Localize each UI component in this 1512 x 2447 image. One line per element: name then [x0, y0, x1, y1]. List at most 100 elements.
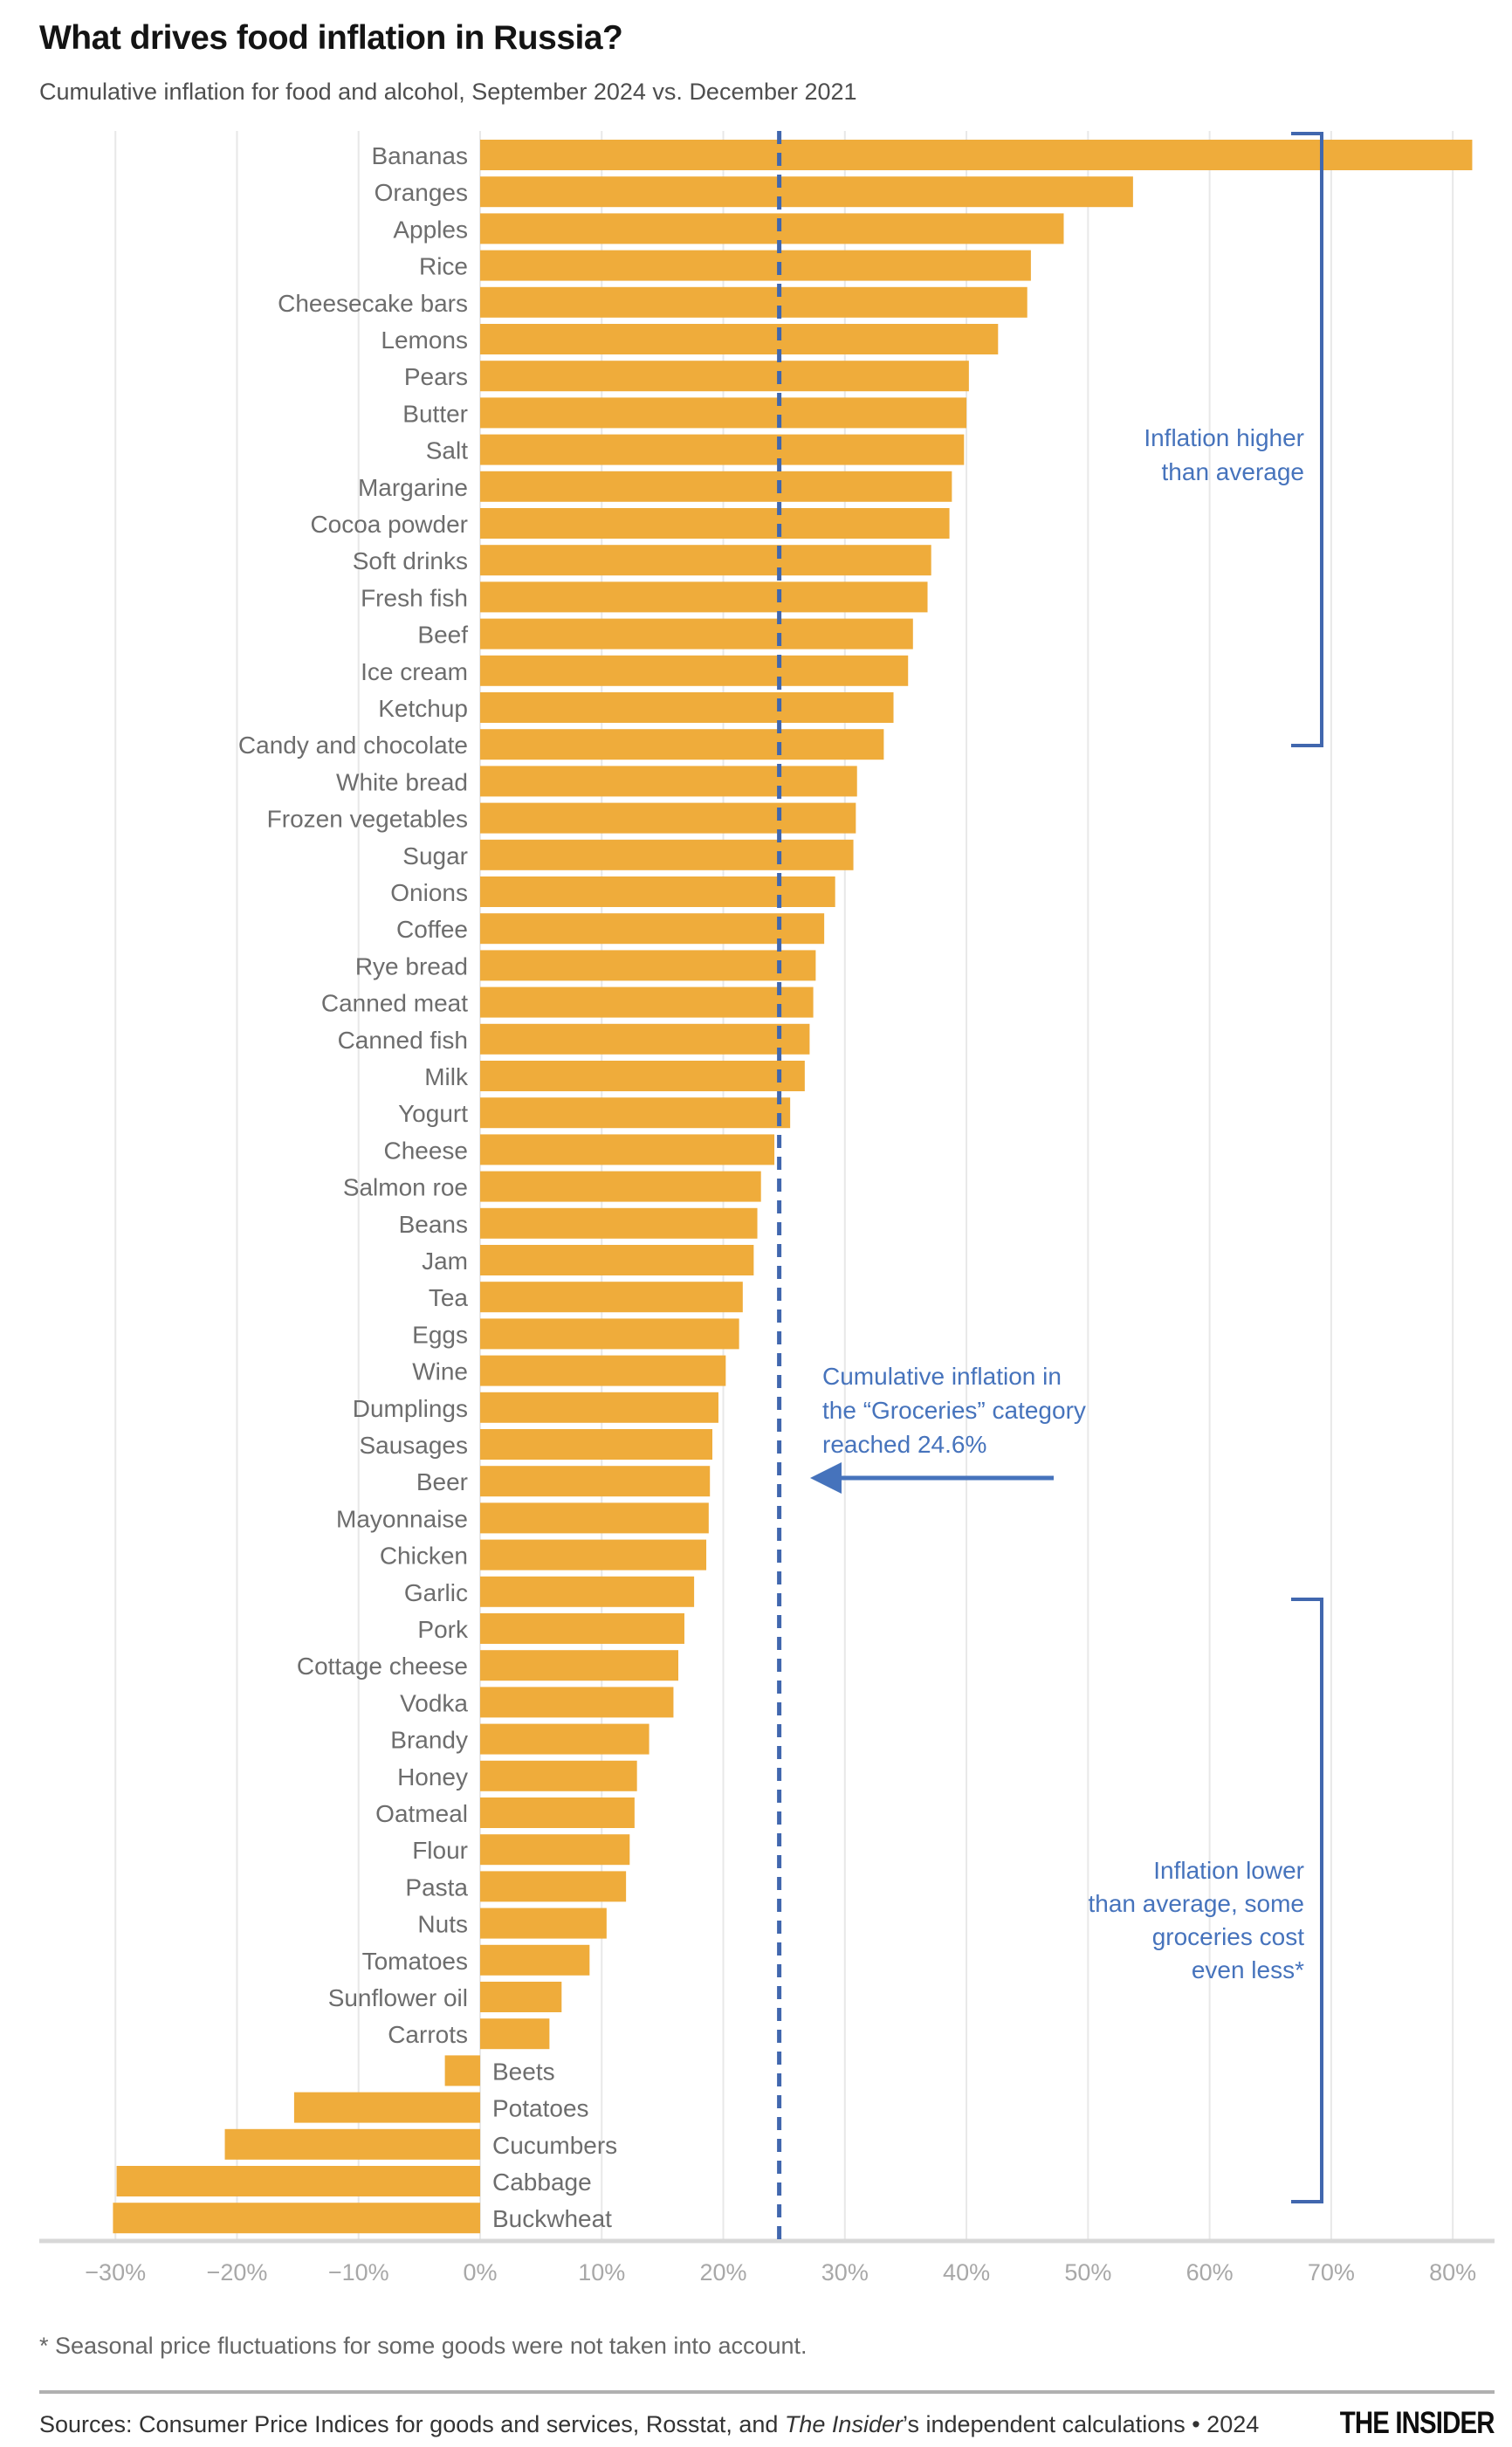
category-label: Brandy: [390, 1727, 468, 1754]
annotation-groceries-line2: the “Groceries” category: [822, 1397, 1086, 1424]
category-label: Potatoes: [492, 2095, 589, 2122]
category-label: Yogurt: [398, 1100, 468, 1127]
category-label: Frozen vegetables: [267, 806, 468, 833]
category-labels: Bananas Oranges Apples Rice Cheesecake bars L…: [238, 142, 617, 2232]
x-tick-label: 70%: [1308, 2259, 1355, 2285]
annotation-groceries-line1: Cumulative inflation in: [822, 1363, 1062, 1390]
category-label: Ketchup: [378, 695, 468, 722]
bar: [480, 1429, 713, 1460]
category-label: Salmon roe: [343, 1174, 468, 1201]
x-tick-label: −10%: [328, 2259, 389, 2285]
category-label: Canned meat: [321, 990, 468, 1017]
category-label: Oatmeal: [375, 1800, 468, 1827]
bar: [480, 1134, 775, 1165]
category-label: Cabbage: [492, 2169, 592, 2196]
bar: [480, 1502, 709, 1534]
sources-line: Sources: Consumer Price Indices for good…: [39, 2411, 1259, 2438]
annotation-higher-line1: Inflation higher: [1144, 424, 1304, 451]
page-title: What drives food inflation in Russia?: [39, 19, 623, 57]
footer-divider: [39, 2390, 1495, 2394]
bar: [480, 286, 1027, 318]
bar: [480, 545, 931, 576]
x-tick-label: −30%: [85, 2259, 146, 2285]
bar: [480, 1982, 562, 2012]
annotation-lower-line3: groceries cost: [1152, 1923, 1305, 1950]
annotation-lower-line4: even less*: [1192, 1956, 1304, 1983]
bar: [480, 1023, 810, 1055]
category-label: Rye bread: [355, 952, 468, 979]
bar: [480, 581, 928, 613]
bar: [480, 655, 909, 686]
x-tick-label: 40%: [943, 2259, 990, 2285]
bar: [293, 2092, 480, 2123]
category-label: Jam: [422, 1248, 468, 1275]
bar: [480, 729, 884, 760]
bar: [480, 1613, 684, 1644]
category-label: Beans: [399, 1211, 468, 1238]
bar: [480, 508, 950, 539]
x-tick-label: 30%: [821, 2259, 869, 2285]
category-label: Candy and chocolate: [238, 732, 468, 759]
bar: [480, 1539, 707, 1571]
bar: [480, 1797, 635, 1828]
bar: [480, 1650, 679, 1681]
annotation-lower-line2: than average, some: [1089, 1890, 1305, 1917]
x-tick-label: 20%: [700, 2259, 747, 2285]
category-label: Margarine: [358, 474, 468, 501]
bar: [480, 1760, 637, 1791]
bar: [113, 2203, 480, 2234]
bar: [480, 361, 969, 392]
bar: [480, 766, 857, 797]
bar: [480, 1576, 695, 1607]
bar: [480, 1687, 674, 1718]
bar: [480, 213, 1064, 244]
sources-suffix: ’s independent calculations • 2024: [902, 2411, 1260, 2437]
page-subtitle: Cumulative inflation for food and alcoho…: [39, 79, 857, 105]
x-tick-label: 60%: [1186, 2259, 1234, 2285]
category-label: Beef: [417, 622, 468, 649]
category-label: Pears: [404, 363, 468, 390]
category-label: Buckwheat: [492, 2205, 612, 2232]
bar: [480, 839, 854, 870]
bar: [480, 1834, 630, 1866]
bar: [480, 324, 999, 354]
category-label: Sausages: [359, 1432, 468, 1459]
bar: [480, 140, 1473, 170]
bar: [480, 1907, 607, 1939]
x-tick-label: 0%: [463, 2259, 497, 2285]
category-label: Dumplings: [353, 1395, 468, 1422]
category-label: Honey: [397, 1763, 468, 1791]
category-label: Onions: [390, 879, 468, 906]
annotation-groceries-line3: reached 24.6%: [822, 1431, 986, 1458]
bar: [480, 2018, 550, 2050]
category-label: Carrots: [388, 2021, 468, 2048]
bar: [480, 471, 952, 502]
x-tick-label: 50%: [1064, 2259, 1111, 2285]
bar: [480, 1245, 754, 1275]
bar: [480, 1723, 649, 1755]
category-label: Cottage cheese: [297, 1653, 468, 1680]
bar: [480, 618, 913, 650]
bracket-inflation-higher: [1291, 132, 1323, 747]
bar: [480, 986, 814, 1018]
category-label: Cucumbers: [492, 2132, 617, 2159]
category-label: Cocoa powder: [310, 511, 468, 538]
category-label: Apples: [393, 216, 468, 243]
category-label: Garlic: [404, 1579, 468, 1606]
bracket-inflation-lower: [1291, 1598, 1323, 2203]
bar: [480, 1097, 791, 1129]
bar: [480, 692, 894, 723]
annotation-arrow-head: [810, 1462, 842, 1494]
bar: [480, 1944, 590, 1976]
category-label: Milk: [424, 1063, 469, 1090]
category-label: Bananas: [371, 142, 468, 169]
bar: [480, 1355, 726, 1386]
bar: [480, 1318, 739, 1350]
category-label: Tea: [429, 1284, 469, 1311]
category-label: Sugar: [402, 842, 468, 870]
category-label: Vodka: [400, 1689, 468, 1716]
category-label: Nuts: [417, 1911, 468, 1938]
bars: [113, 140, 1473, 2234]
bar: [480, 876, 835, 907]
